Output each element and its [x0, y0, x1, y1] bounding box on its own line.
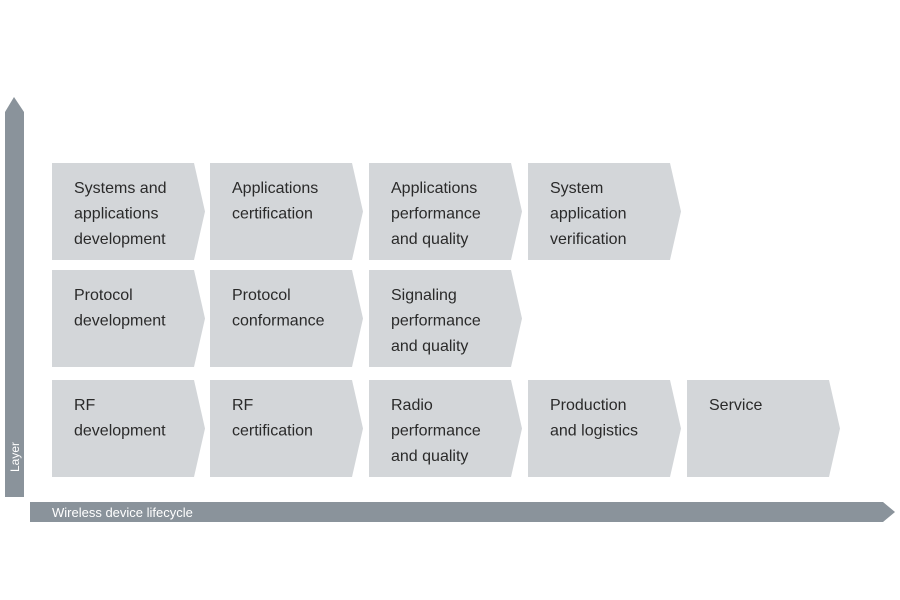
chevron: Radio performance and quality [369, 380, 522, 477]
chevron-label: RF [232, 397, 254, 414]
chevron: Systems and applications development [52, 163, 205, 260]
chevron-label: Protocol [74, 287, 133, 304]
chevron-label: Applications [232, 180, 318, 197]
chevrons: Systems and applications development Applic… [52, 163, 840, 477]
chevron-label: conformance [232, 313, 325, 330]
chevron: Service [687, 380, 840, 477]
chevron-shape [528, 163, 681, 260]
chevron-shape [369, 380, 522, 477]
chevron: Applications performance and quality [369, 163, 522, 260]
chevron-label: Protocol [232, 287, 291, 304]
chevron-label: and quality [391, 338, 468, 355]
chevron-label: performance [391, 313, 481, 330]
chevron-label: development [74, 313, 166, 330]
chevron-shape [528, 380, 681, 477]
chevron: Protocol conformance [210, 270, 363, 367]
chevron-shape [52, 380, 205, 477]
chevron-label: application [550, 206, 627, 223]
chevron-label: Signaling [391, 287, 457, 304]
chevron-label: Radio [391, 397, 433, 414]
chevron-shape [210, 380, 363, 477]
chevron: System application verification [528, 163, 681, 260]
chevron-label: System [550, 180, 603, 197]
chevron-label: Systems and [74, 180, 166, 197]
chevron-shape [210, 163, 363, 260]
chevron-shape [210, 270, 363, 367]
chevron: Production and logistics [528, 380, 681, 477]
chevron-label: RF [74, 397, 96, 414]
chevron: Applications certification [210, 163, 363, 260]
chevron-label: and logistics [550, 423, 638, 440]
chevron-label: performance [391, 423, 481, 440]
chevron-shape [687, 380, 840, 477]
chevron-label: applications [74, 206, 159, 223]
layer-axis [5, 97, 24, 497]
layer-label: Layer [8, 442, 22, 472]
chevron-label: and quality [391, 448, 468, 465]
chevron: Protocol development [52, 270, 205, 367]
chevron-shape [369, 270, 522, 367]
chevron-label: development [74, 231, 166, 248]
chevron-label: verification [550, 231, 626, 248]
chevron-label: performance [391, 206, 481, 223]
chevron-shape [52, 270, 205, 367]
chevron-shape [52, 163, 205, 260]
chevron: RF development [52, 380, 205, 477]
chevron: RF certification [210, 380, 363, 477]
chevron-label: and quality [391, 231, 468, 248]
chevron-label: development [74, 423, 166, 440]
chevron-shape [369, 163, 522, 260]
chevron-label: Applications [391, 180, 477, 197]
chevron-label: Service [709, 397, 762, 414]
chevron-label: Production [550, 397, 627, 414]
lifecycle-label: Wireless device lifecycle [52, 505, 193, 520]
chevron: Signaling performance and quality [369, 270, 522, 367]
chevron-label: certification [232, 206, 313, 223]
chevron-label: certification [232, 423, 313, 440]
lifecycle-axis [30, 502, 895, 522]
